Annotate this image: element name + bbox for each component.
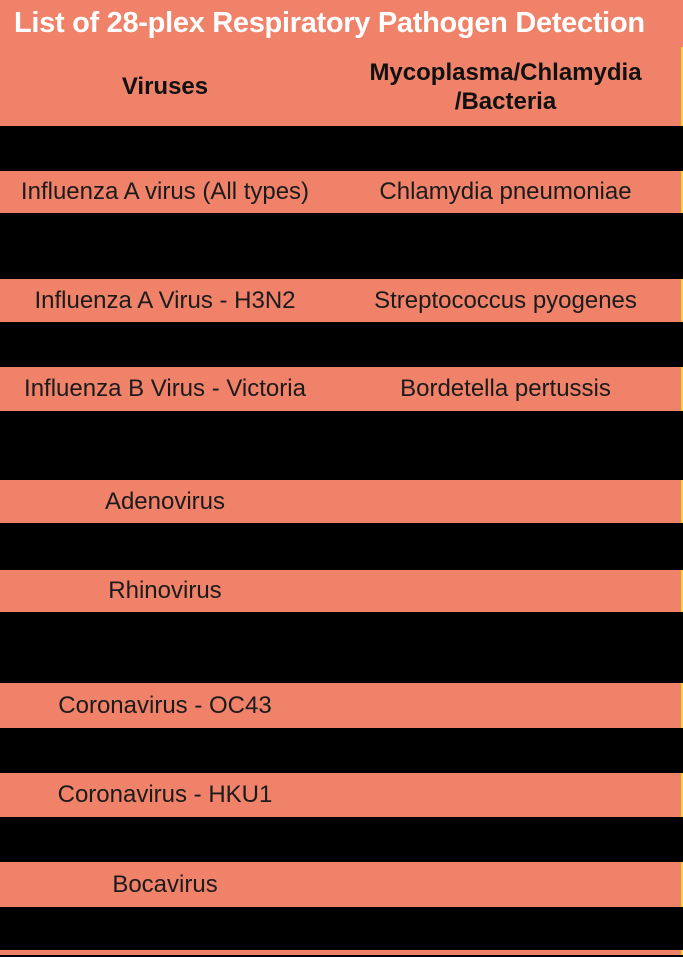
table-row: Influenza B Virus - Victoria Bordetella … <box>0 367 683 411</box>
cell-virus: Influenza A Virus - H3N2 <box>34 286 296 314</box>
cell-virus: Coronavirus - HKU1 <box>57 781 273 808</box>
cell-virus: Adenovirus <box>104 487 226 515</box>
table-row: Bocavirus <box>0 862 683 907</box>
cell-virus: Influenza B Virus - Victoria <box>24 375 306 402</box>
table-row: Coronavirus - HKU1 <box>0 773 683 817</box>
bottom-strip <box>0 950 683 955</box>
page-title: List of 28-plex Respiratory Pathogen Det… <box>14 7 645 39</box>
table-row: Rhinovirus <box>0 570 683 612</box>
cell-virus: Bocavirus <box>112 870 218 898</box>
cell-pathogen: Chlamydia pneumoniae <box>379 178 632 205</box>
table-row: Coronavirus - OC43 <box>0 683 683 728</box>
table-row: Adenovirus <box>0 480 683 523</box>
column-headers-row: Viruses Mycoplasma/Chlamydia /Bacteria <box>0 47 683 126</box>
column-header-viruses: Viruses <box>121 73 209 100</box>
cell-pathogen: Bordetella pertussis <box>400 375 611 402</box>
cell-virus: Influenza A virus (All types) <box>20 178 310 205</box>
cell-pathogen: Streptococcus pyogenes <box>374 286 637 314</box>
table-row: Influenza A Virus - H3N2 Streptococcus p… <box>0 279 683 322</box>
cell-virus: Rhinovirus <box>108 577 222 604</box>
title-bar: List of 28-plex Respiratory Pathogen Det… <box>0 0 683 47</box>
cell-virus: Coronavirus - OC43 <box>58 691 272 719</box>
column-header-mycoplasma-chlamydia-bacteria: Mycoplasma/Chlamydia /Bacteria <box>369 58 642 115</box>
table-row: Influenza A virus (All types) Chlamydia … <box>0 171 683 213</box>
